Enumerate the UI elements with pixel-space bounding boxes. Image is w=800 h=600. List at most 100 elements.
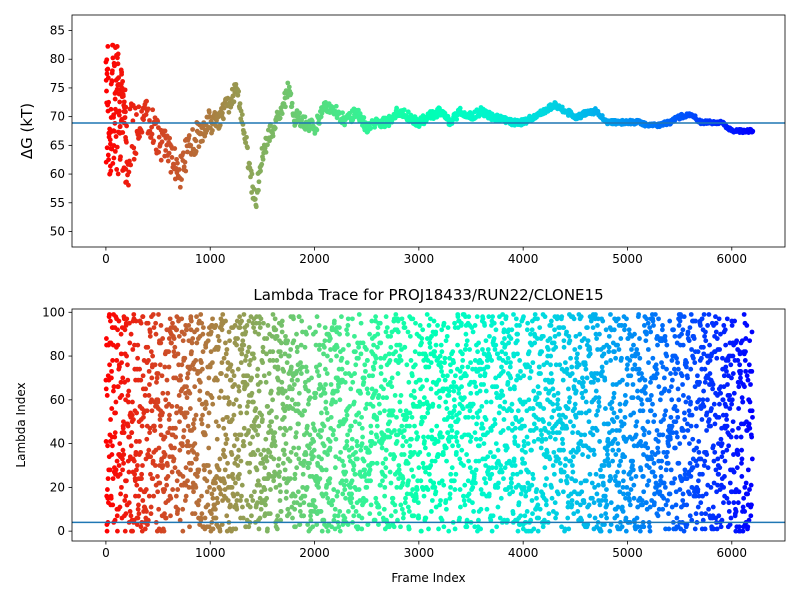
lambda-point (426, 452, 432, 457)
lambda-point (378, 340, 384, 346)
lambda-point (124, 478, 129, 484)
delta-g-point (128, 162, 134, 168)
lambda-point (301, 500, 307, 506)
lambda-point (282, 351, 288, 357)
lambda-point (193, 358, 199, 363)
lambda-point (300, 471, 306, 477)
lambda-point (292, 471, 298, 477)
lambda-point (652, 474, 658, 479)
lambda-point (258, 506, 264, 512)
lambda-point (255, 478, 261, 484)
lambda-point (703, 511, 708, 517)
lambda-point (608, 522, 614, 527)
lambda-point (684, 502, 690, 508)
lambda-point (615, 469, 620, 475)
delta-g-point (247, 161, 252, 166)
delta-g-point (105, 75, 111, 81)
lambda-point (348, 500, 354, 506)
lambda-point (645, 419, 651, 425)
lambda-point (616, 480, 622, 486)
lambda-point (444, 406, 450, 411)
lambda-point (271, 456, 277, 462)
lambda-point (676, 397, 682, 403)
lambda-point (596, 395, 602, 401)
lambda-point (146, 358, 151, 363)
lambda-point (648, 408, 654, 414)
lambda-point (417, 399, 423, 405)
lambda-point (255, 447, 261, 453)
delta-g-point (177, 184, 183, 190)
lambda-point (186, 323, 192, 328)
lambda-point (699, 417, 705, 422)
lambda-point (107, 467, 113, 473)
lambda-point (202, 515, 208, 521)
lambda-point (252, 423, 258, 429)
delta-g-point (220, 110, 225, 116)
lambda-point (239, 482, 245, 488)
lambda-point (461, 493, 466, 499)
lambda-point (115, 528, 120, 534)
lambda-point (164, 482, 170, 488)
lambda-point (114, 358, 120, 363)
lambda-point (343, 371, 348, 376)
lambda-point (472, 379, 477, 385)
lambda-point (483, 480, 489, 486)
lambda-point (361, 375, 367, 381)
lambda-point (361, 379, 367, 385)
lambda-point (675, 366, 681, 372)
lambda-point (342, 379, 348, 385)
lambda-point (222, 395, 227, 401)
lambda-point (578, 502, 583, 508)
lambda-point (277, 469, 283, 475)
lambda-point (459, 320, 464, 326)
lambda-point (686, 408, 692, 414)
lambda-point (122, 498, 128, 503)
lambda-point (158, 340, 164, 346)
lambda-point (585, 338, 591, 344)
lambda-point (275, 377, 281, 383)
lambda-point (281, 447, 287, 453)
lambda-point (663, 502, 669, 508)
lambda-point (541, 406, 547, 411)
lambda-point (374, 423, 380, 429)
lambda-point (352, 471, 358, 477)
lambda-point (262, 465, 268, 471)
lambda-point (462, 482, 468, 488)
lambda-point (131, 417, 136, 422)
lambda-point (454, 449, 459, 455)
lambda-point (400, 480, 406, 486)
delta-g-point (306, 128, 312, 134)
lambda-point (582, 432, 588, 438)
lambda-point (517, 323, 522, 328)
lambda-point (224, 347, 230, 352)
lambda-point (569, 498, 575, 503)
lambda-point (217, 528, 223, 534)
lambda-point (494, 524, 500, 530)
lambda-point (179, 362, 185, 368)
lambda-point (417, 403, 422, 409)
lambda-point (612, 349, 617, 355)
lambda-point (512, 386, 517, 392)
delta-g-point (131, 156, 137, 162)
lambda-point (568, 458, 574, 464)
lambda-point (267, 449, 273, 455)
lambda-point (115, 342, 121, 348)
lambda-point (362, 467, 368, 473)
lambda-point (354, 443, 360, 449)
lambda-point (299, 364, 305, 370)
lambda-point (470, 329, 476, 335)
lambda-point (390, 412, 395, 418)
lambda-point (579, 390, 585, 396)
lambda-point (332, 526, 338, 532)
lambda-point (574, 500, 580, 506)
lambda-point (294, 465, 300, 471)
lambda-point (158, 323, 164, 328)
lambda-point (285, 506, 291, 512)
lambda-point (650, 355, 656, 361)
lambda-point (646, 430, 652, 436)
lambda-point (549, 484, 554, 490)
lambda-point (490, 513, 496, 519)
lambda-point (251, 355, 257, 361)
lambda-point (617, 401, 623, 407)
lambda-point (310, 524, 316, 530)
